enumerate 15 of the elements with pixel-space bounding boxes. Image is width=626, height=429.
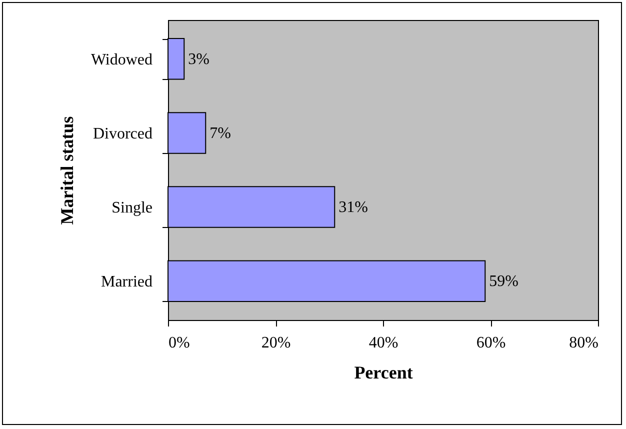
y-tick-label: Widowed (90, 51, 152, 68)
y-tick-label: Single (112, 200, 152, 217)
x-tick-label: 20% (261, 334, 291, 352)
y-tick-label: Divorced (92, 125, 152, 142)
data-label: 7% (210, 124, 231, 142)
data-label: 31% (338, 199, 368, 216)
data-label: 59% (489, 273, 518, 290)
y-axis-title: Marital status (56, 116, 77, 225)
y-tick-label: Married (100, 274, 152, 291)
x-tick-label: 0% (168, 334, 190, 352)
x-tick-label: 60% (476, 334, 506, 352)
x-axis-title: Percent (354, 362, 413, 382)
x-tick-label: 40% (368, 334, 398, 352)
x-tick-label: 80% (569, 334, 598, 352)
data-label: 3% (188, 50, 210, 68)
